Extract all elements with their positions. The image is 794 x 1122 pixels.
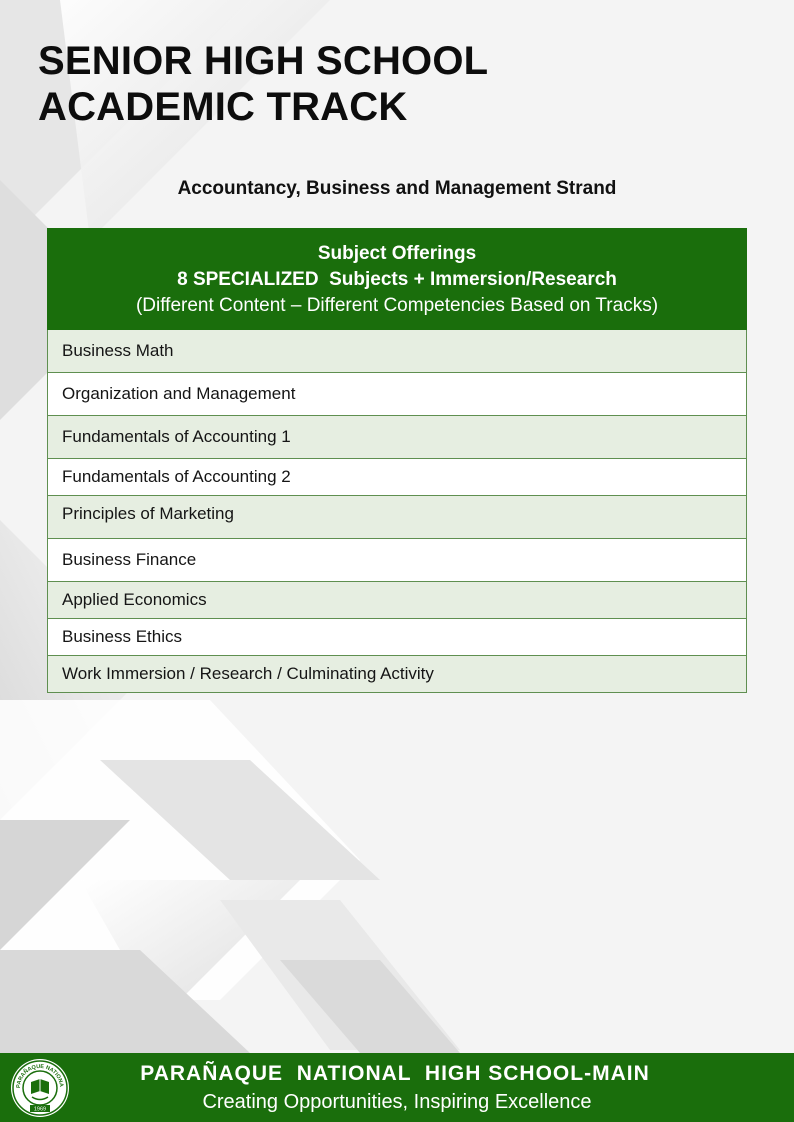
- table-row: Organization and Management: [47, 372, 747, 416]
- subject-cell: Fundamentals of Accounting 1: [47, 415, 747, 459]
- subject-cell: Business Finance: [47, 538, 747, 582]
- subject-cell: Principles of Marketing: [47, 495, 747, 539]
- footer-bar: PARAÑAQUE NATIONAL HIGH SCHOOL 1969 PARA…: [0, 1053, 794, 1122]
- strand-heading: Accountancy, Business and Management Str…: [177, 178, 617, 199]
- school-seal-icon: PARAÑAQUE NATIONAL HIGH SCHOOL 1969: [10, 1058, 69, 1117]
- school-motto: Creating Opportunities, Inspiring Excell…: [202, 1091, 592, 1113]
- table-row: Applied Economics: [47, 581, 747, 619]
- seal-year: 1969: [34, 1107, 46, 1113]
- school-name: PARAÑAQUE NATIONAL HIGH SCHOOL-MAIN: [0, 1062, 794, 1086]
- subject-cell: Organization and Management: [47, 372, 747, 416]
- subject-cell: Business Math: [47, 329, 747, 373]
- school-name-text: PARAÑAQUE NATIONAL HIGH SCHOOL-MAIN: [140, 1062, 650, 1085]
- subject-offerings-table: Subject Offerings 8 SPECIALIZED Subjects…: [47, 228, 747, 693]
- table-row: Fundamentals of Accounting 2: [47, 458, 747, 496]
- title-line-1: SENIOR HIGH SCHOOL: [38, 39, 489, 83]
- table-row: Business Math: [47, 329, 747, 373]
- table-row: Business Ethics: [47, 618, 747, 656]
- table-row: Fundamentals of Accounting 1: [47, 415, 747, 459]
- header-line-3: (Different Content – Different Competenc…: [135, 295, 659, 316]
- subject-cell: Business Ethics: [47, 618, 747, 656]
- table-header-cell: Subject Offerings 8 SPECIALIZED Subjects…: [47, 228, 747, 330]
- table-row: Business Finance: [47, 538, 747, 582]
- header-line-1: Subject Offerings: [317, 243, 477, 264]
- table-header-row: Subject Offerings 8 SPECIALIZED Subjects…: [47, 228, 747, 330]
- subject-cell: Applied Economics: [47, 581, 747, 619]
- subject-cell: Fundamentals of Accounting 2: [47, 458, 747, 496]
- page-title: SENIOR HIGH SCHOOL ACADEMIC TRACK: [38, 38, 488, 130]
- table-row: Principles of Marketing: [47, 495, 747, 539]
- subject-cell: Work Immersion / Research / Culminating …: [47, 655, 747, 693]
- header-line-2: 8 SPECIALIZED Subjects + Immersion/Resea…: [177, 269, 617, 290]
- title-line-2: ACADEMIC TRACK: [38, 85, 408, 129]
- table-row: Work Immersion / Research / Culminating …: [47, 655, 747, 693]
